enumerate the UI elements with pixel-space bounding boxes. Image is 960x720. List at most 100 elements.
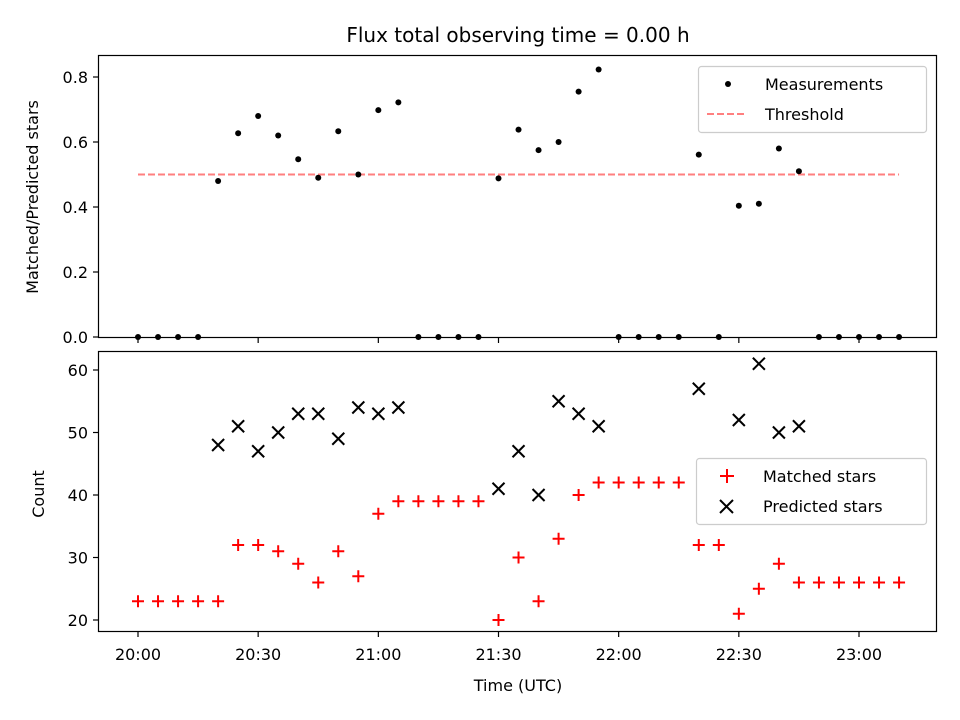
- matched-star-point: [212, 595, 225, 608]
- measurement-point: [655, 334, 662, 340]
- matched-star-point: [232, 539, 245, 551]
- measurement-point: [235, 130, 242, 137]
- matched-star-point: [172, 595, 185, 608]
- measurement-point: [595, 66, 602, 73]
- bottom-x-tick-label: 22:00: [596, 645, 642, 664]
- measurement-point: [795, 168, 802, 175]
- matched-star-point: [192, 595, 205, 608]
- matched-star-point: [372, 507, 385, 520]
- top-y-ticks: 0.0 0.2 0.4 0.6 0.8: [63, 68, 99, 347]
- predicted-star-point: [231, 419, 245, 433]
- matched-star-point: [672, 476, 685, 489]
- legend-matched-label: Matched stars: [763, 467, 876, 486]
- bottom-legend: Matched stars Predicted stars: [695, 457, 928, 526]
- predicted-star-point: [351, 400, 366, 415]
- predicted-star-point: [491, 482, 506, 496]
- bottom-x-tick-label: 22:30: [716, 645, 762, 664]
- top-y-tick-label: 0.6: [63, 133, 88, 152]
- legend-measurements-label: Measurements: [765, 75, 883, 94]
- predicted-star-point: [331, 432, 345, 446]
- matched-star-point: [312, 576, 325, 589]
- measurement-point: [475, 334, 482, 340]
- matched-star-point: [592, 476, 605, 489]
- measurement-point: [355, 171, 362, 178]
- legend-matched-marker: [720, 469, 734, 483]
- matched-star-point: [532, 595, 545, 608]
- bottom-y-axis-title: Count: [29, 470, 48, 518]
- measurement-point: [455, 334, 462, 340]
- matched-star-point: [252, 539, 265, 551]
- matched-star-point: [893, 576, 906, 589]
- measurement-point: [575, 88, 582, 95]
- legend-predicted-label: Predicted stars: [763, 497, 883, 516]
- predicted-star-point: [391, 400, 406, 415]
- measurement-point: [175, 334, 182, 340]
- bottom-y-tick-label: 50: [68, 424, 88, 443]
- measurement-point: [755, 200, 762, 207]
- matched-star-point: [352, 570, 365, 583]
- bottom-x-tick-label: 20:30: [235, 645, 281, 664]
- predicted-star-point: [211, 438, 225, 452]
- bottom-x-tick-label: 23:00: [836, 645, 882, 664]
- matched-star-point: [572, 489, 585, 501]
- measurement-point: [896, 334, 903, 340]
- predicted-star-point: [251, 444, 265, 458]
- measurement-point: [815, 334, 822, 340]
- matched-star-point: [332, 545, 345, 558]
- measurement-point: [495, 175, 502, 182]
- measurement-point: [335, 128, 342, 135]
- matched-star-point: [552, 532, 565, 545]
- matched-star-point: [812, 576, 825, 589]
- measurement-point: [295, 156, 302, 163]
- top-y-tick-label: 0.8: [63, 68, 88, 87]
- matched-star-point: [692, 539, 705, 551]
- predicted-star-point: [511, 444, 526, 458]
- matched-star-point: [392, 495, 405, 508]
- measurement-point: [215, 178, 222, 184]
- predicted-star-point: [271, 425, 285, 440]
- bottom-x-axis-title: Time (UTC): [473, 676, 562, 695]
- measurement-point: [155, 334, 162, 340]
- top-legend: Measurements Threshold: [697, 65, 928, 134]
- matched-star-point: [492, 614, 505, 626]
- predicted-star-point: [311, 407, 325, 421]
- bottom-y-tick-label: 40: [68, 486, 88, 505]
- matched-star-point: [292, 557, 305, 570]
- predicted-star-point: [792, 419, 806, 433]
- measurement-point: [876, 334, 883, 340]
- predicted-star-point: [732, 413, 746, 427]
- measurement-point: [615, 334, 622, 340]
- measurement-point: [415, 334, 422, 340]
- measurement-point: [775, 145, 782, 152]
- bottom-x-ticks: 20:00 20:30 21:00 21:30 22:00 22:30 23:00: [115, 631, 882, 664]
- bottom-legend-box: [695, 457, 928, 526]
- matched-star-point: [792, 576, 805, 589]
- measurement-point: [715, 334, 722, 340]
- top-y-tick-label: 0.2: [63, 263, 88, 282]
- predicted-star-point: [692, 382, 706, 396]
- bottom-plot-frame: [97, 350, 938, 633]
- measurement-point: [735, 202, 742, 209]
- measurement-point: [835, 334, 842, 340]
- matched-star-point: [853, 576, 865, 589]
- predicted-star-point: [772, 425, 786, 440]
- legend-measurements-marker: [725, 81, 731, 87]
- measurement-point: [375, 107, 382, 114]
- measurement-point: [395, 99, 402, 106]
- measurement-point: [435, 334, 442, 340]
- predicted-star-point: [291, 407, 305, 421]
- matched-star-point: [832, 576, 845, 589]
- matched-star-point: [452, 495, 465, 508]
- measurement-point: [635, 334, 642, 340]
- matched-star-point: [612, 476, 625, 489]
- measurement-point: [275, 132, 282, 139]
- bottom-y-tick-label: 20: [68, 611, 88, 630]
- top-marks: [135, 66, 903, 340]
- bottom-y-tick-label: 30: [68, 549, 88, 568]
- legend-predicted-marker: [719, 499, 734, 514]
- bottom-x-tick-label: 21:00: [355, 645, 401, 664]
- predicted-star-point: [752, 357, 766, 371]
- measurement-point: [535, 147, 542, 154]
- bottom-marks: [132, 357, 906, 626]
